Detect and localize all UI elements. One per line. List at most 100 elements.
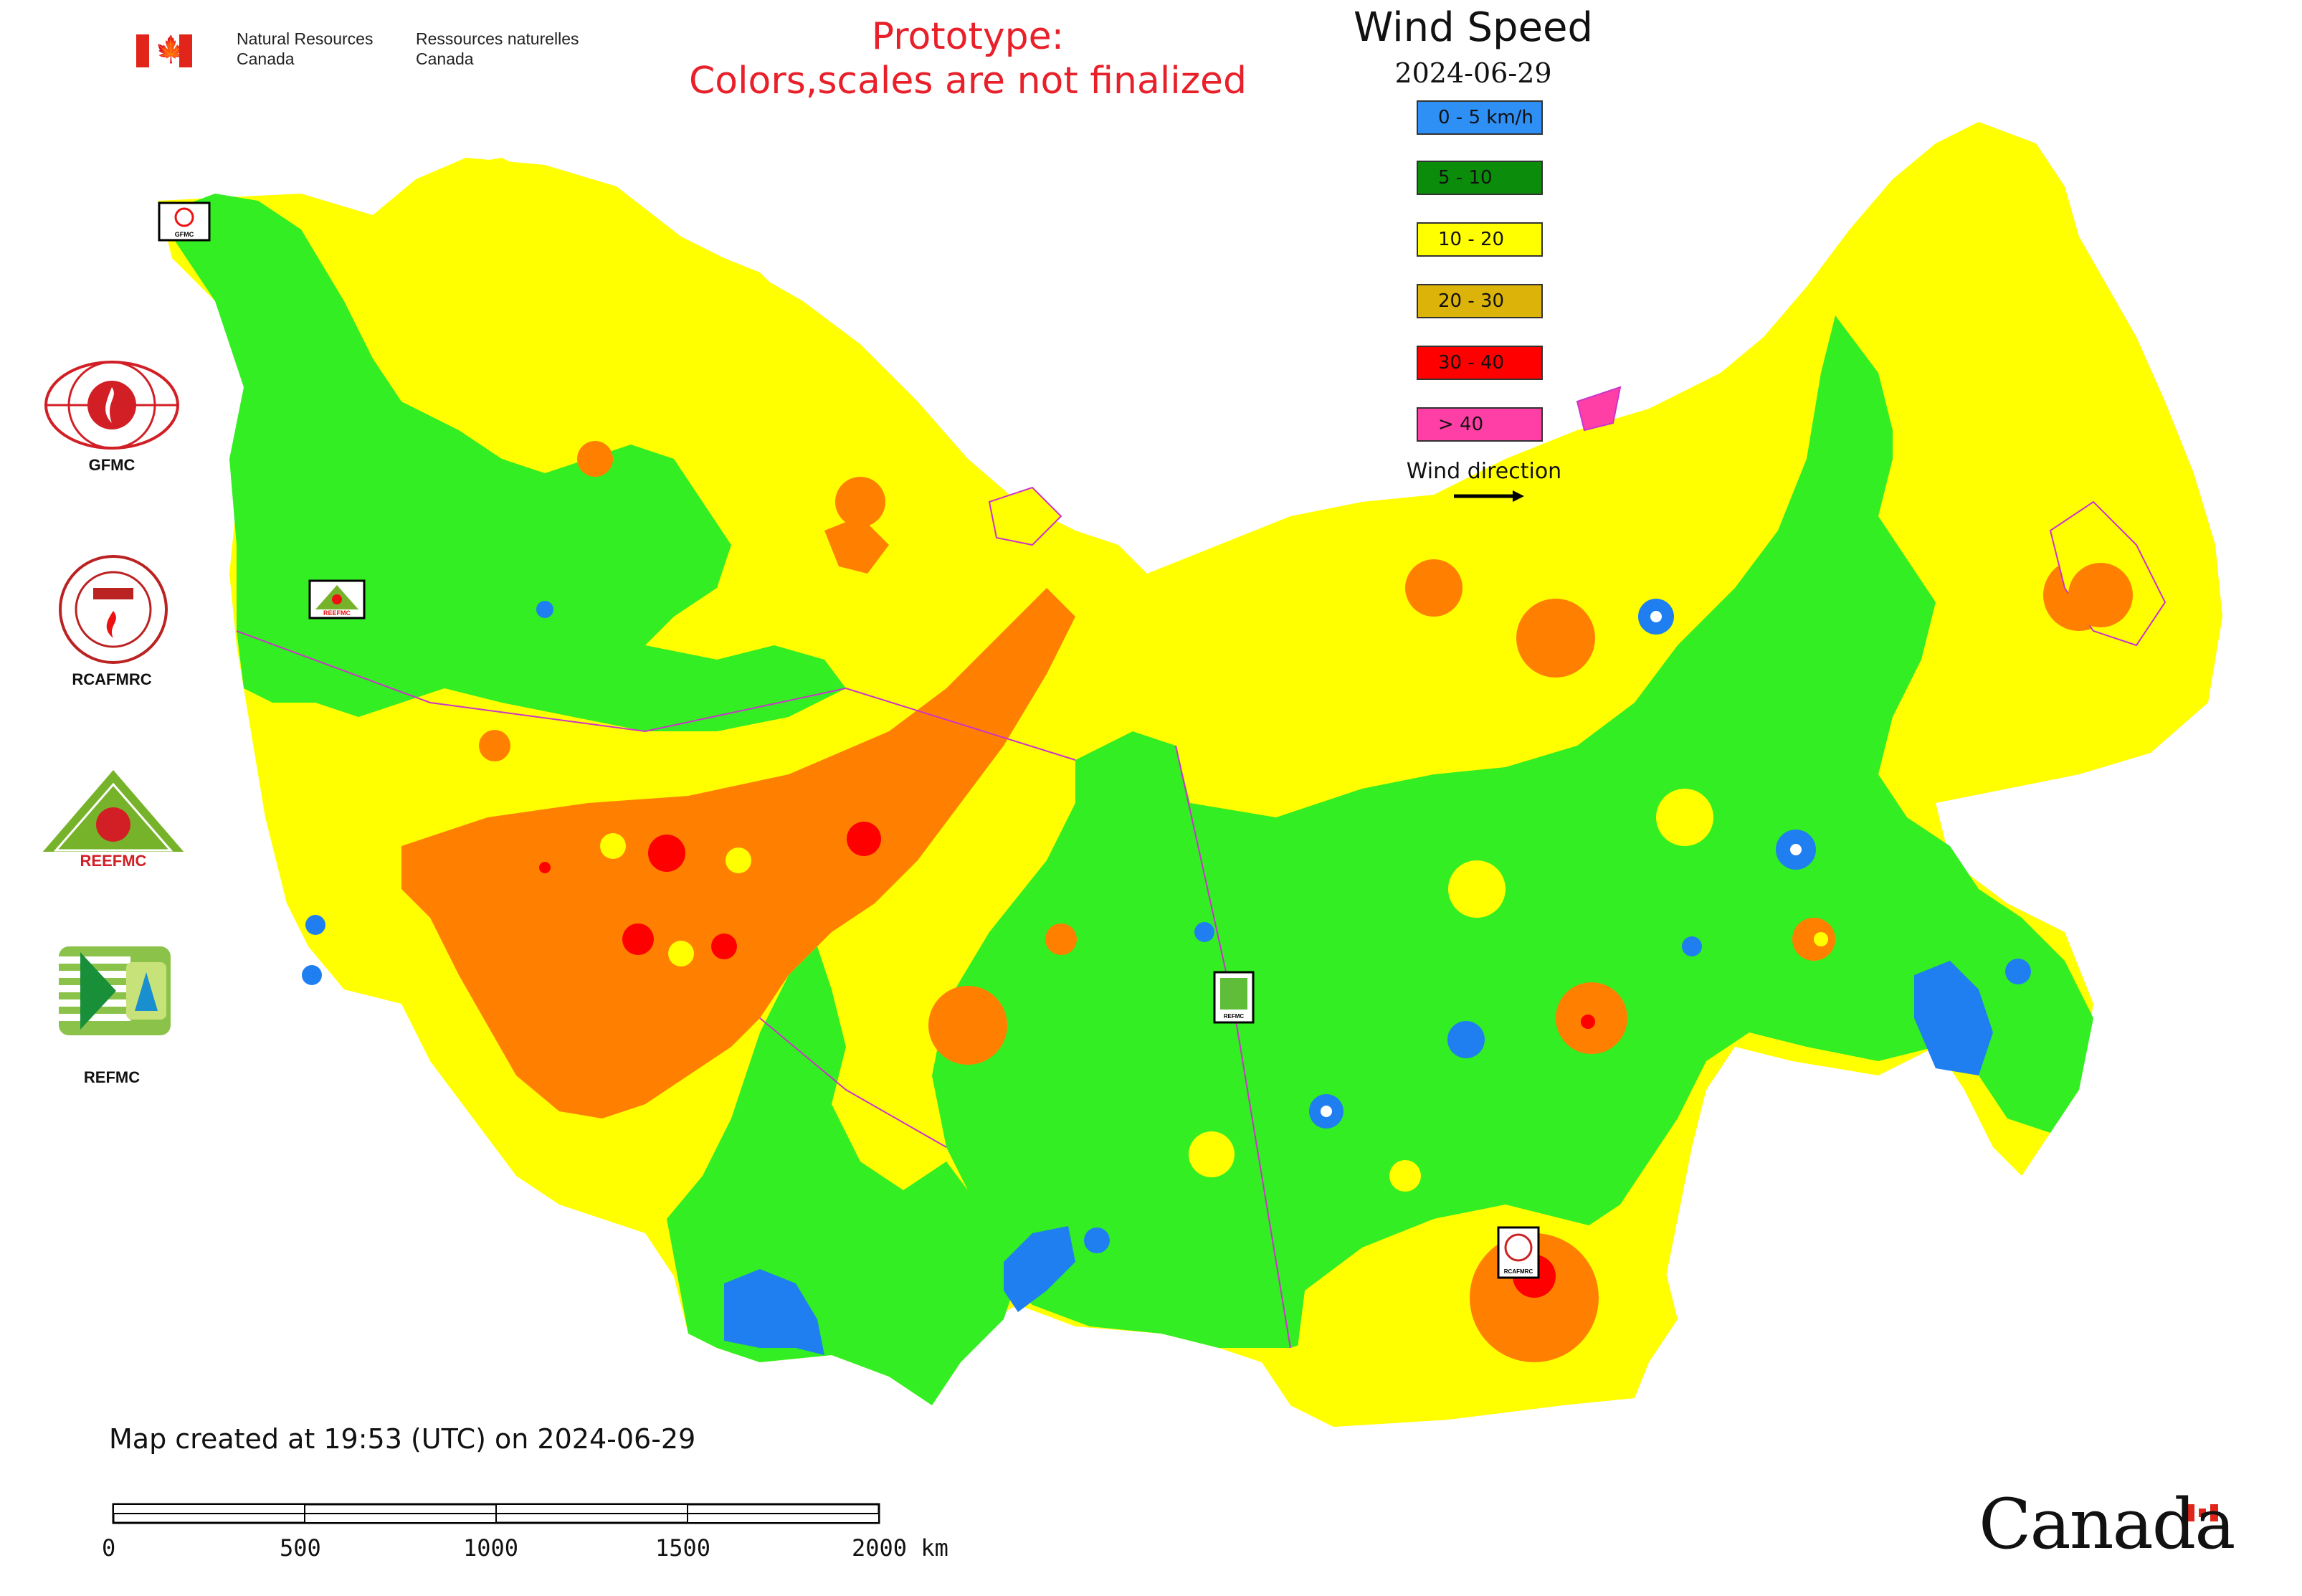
nrcan-signature: 🍁 Natural Resources Canada Ressources na… [136,29,595,79]
rcafmrc-caption: RCAFMRC [72,670,152,688]
gfmc-marker-caption: GFMC [175,231,194,238]
red-cell [847,822,881,856]
legend-title: Wind Speed [1353,4,1594,51]
orange-cell [835,477,885,527]
station-dot [1321,1106,1332,1117]
red-cell [622,923,654,955]
legend-item-over-40: > 40 [1417,407,1543,442]
prototype-line1: Prototype: [871,15,1065,58]
blue-cell [536,601,553,618]
red-cell [711,934,737,959]
legend-item-5-10: 5 - 10 [1417,161,1543,195]
orange-cell [1516,599,1595,678]
novaya-zemlya [988,486,1062,546]
blue-zone-caspian [724,1269,824,1355]
wind-direction-label: Wind direction [1406,459,1562,484]
refmc-caption: REFMC [83,1068,141,1086]
gfmc-marker-icon [158,201,211,242]
canada-wordmark-tail: a [2194,1484,2235,1564]
map-created-text: Map created at 19:53 (UTC) on 2024-06-29 [109,1423,696,1455]
yellow-cell [1656,789,1713,846]
blue-cell [1194,922,1214,942]
gfmc-caption: GFMC [88,456,135,474]
yellow-cell [600,833,626,859]
orange-cell [1405,559,1462,617]
legend-label: 10 - 20 [1438,229,1505,250]
reefmc-logo-icon: REEFMC [37,767,189,870]
scale-label-500: 500 [280,1534,321,1562]
legend-item-20-30: 20 - 30 [1417,284,1543,318]
refmc-marker-icon [1213,971,1255,1024]
scandinavia-yellow [459,158,824,402]
legend-label: 0 - 5 km/h [1438,107,1533,128]
gfmc-logo-icon [40,358,184,452]
blue-zone-balkhash [1004,1226,1075,1312]
refmc-marker-caption: REFMC [1224,1013,1245,1020]
org-fr-line1: Ressources naturelles [416,29,579,48]
canada-wordmark-flag-icon [2187,1504,2218,1521]
orange-cell [479,730,510,761]
blue-cell [1447,1021,1485,1058]
landmass-yellow [158,122,2222,1427]
yellow-cell [668,941,694,966]
legend-item-0-5: 0 - 5 km/h [1417,100,1543,135]
org-en-line1: Natural Resources [237,29,374,48]
prototype-notice: Prototype: Colors,scales are not finaliz… [645,14,1290,103]
blue-cell [305,915,325,935]
wind-direction-arrow-icon [1513,490,1524,502]
yellow-cell [1814,932,1828,946]
yellow-cell [726,847,751,873]
blue-cell [1682,936,1702,956]
blue-zone-amur [1914,961,1993,1075]
canada-wordmark: Canada [1979,1484,2235,1564]
legend-item-10-20: 10 - 20 [1417,222,1543,257]
scale-label-1500: 1500 [655,1534,711,1562]
siberia-green-zone [932,301,2093,1348]
blue-cell [302,965,322,985]
flag-right-bar [179,34,192,67]
flag-left-bar [136,34,149,67]
rcafmrc-marker-caption: RCAFMRC [1504,1268,1533,1275]
org-name-en: Natural Resources Canada [237,29,416,69]
legend-label: > 40 [1438,414,1484,435]
new-siberian-islands [1576,386,1622,432]
red-cell [648,835,685,872]
yellow-cell [1448,860,1506,918]
orange-cell [928,986,1007,1065]
org-name-fr: Ressources naturelles Canada [416,29,602,69]
red-cell [1581,1015,1595,1029]
legend-label: 20 - 30 [1438,290,1505,312]
orange-cell [2068,563,2133,627]
legend-label: 30 - 40 [1438,352,1505,374]
fareast-yellow-zone [1835,280,1979,559]
blue-cell [1084,1227,1110,1253]
scale-label-2000: 2000 km [852,1534,948,1562]
station-dot [1790,844,1802,855]
yellow-cell [1389,1160,1421,1192]
orange-cell [824,516,889,574]
legend-label: 5 - 10 [1438,167,1493,189]
rcafmrc-marker-icon [1497,1226,1540,1279]
refmc-logo-icon [59,946,171,1035]
blue-cell [2005,959,2031,984]
org-en-line2: Canada [237,49,295,68]
scale-label-0: 0 [102,1534,116,1562]
orange-cell [1045,923,1077,955]
orange-cell [577,441,613,477]
flag-center [149,34,179,67]
scale-bar [112,1503,880,1524]
org-fr-line2: Canada [416,49,474,68]
reefmc-marker-icon [308,579,366,619]
reefmc-wordmark: REEFMC [80,852,147,868]
legend-date: 2024-06-29 [1394,57,1552,89]
canada-wordmark-text: Canad [1979,1484,2196,1564]
prototype-line2: Colors,scales are not finalized [688,60,1247,103]
yellow-cell [1189,1131,1235,1177]
scale-label-1000: 1000 [463,1534,519,1562]
legend-item-30-40: 30 - 40 [1417,346,1543,380]
rcafmrc-logo-icon [57,554,169,665]
red-cell [539,862,551,873]
station-dot [1650,611,1662,622]
reefmc-marker-caption: REEFMC [323,609,351,617]
